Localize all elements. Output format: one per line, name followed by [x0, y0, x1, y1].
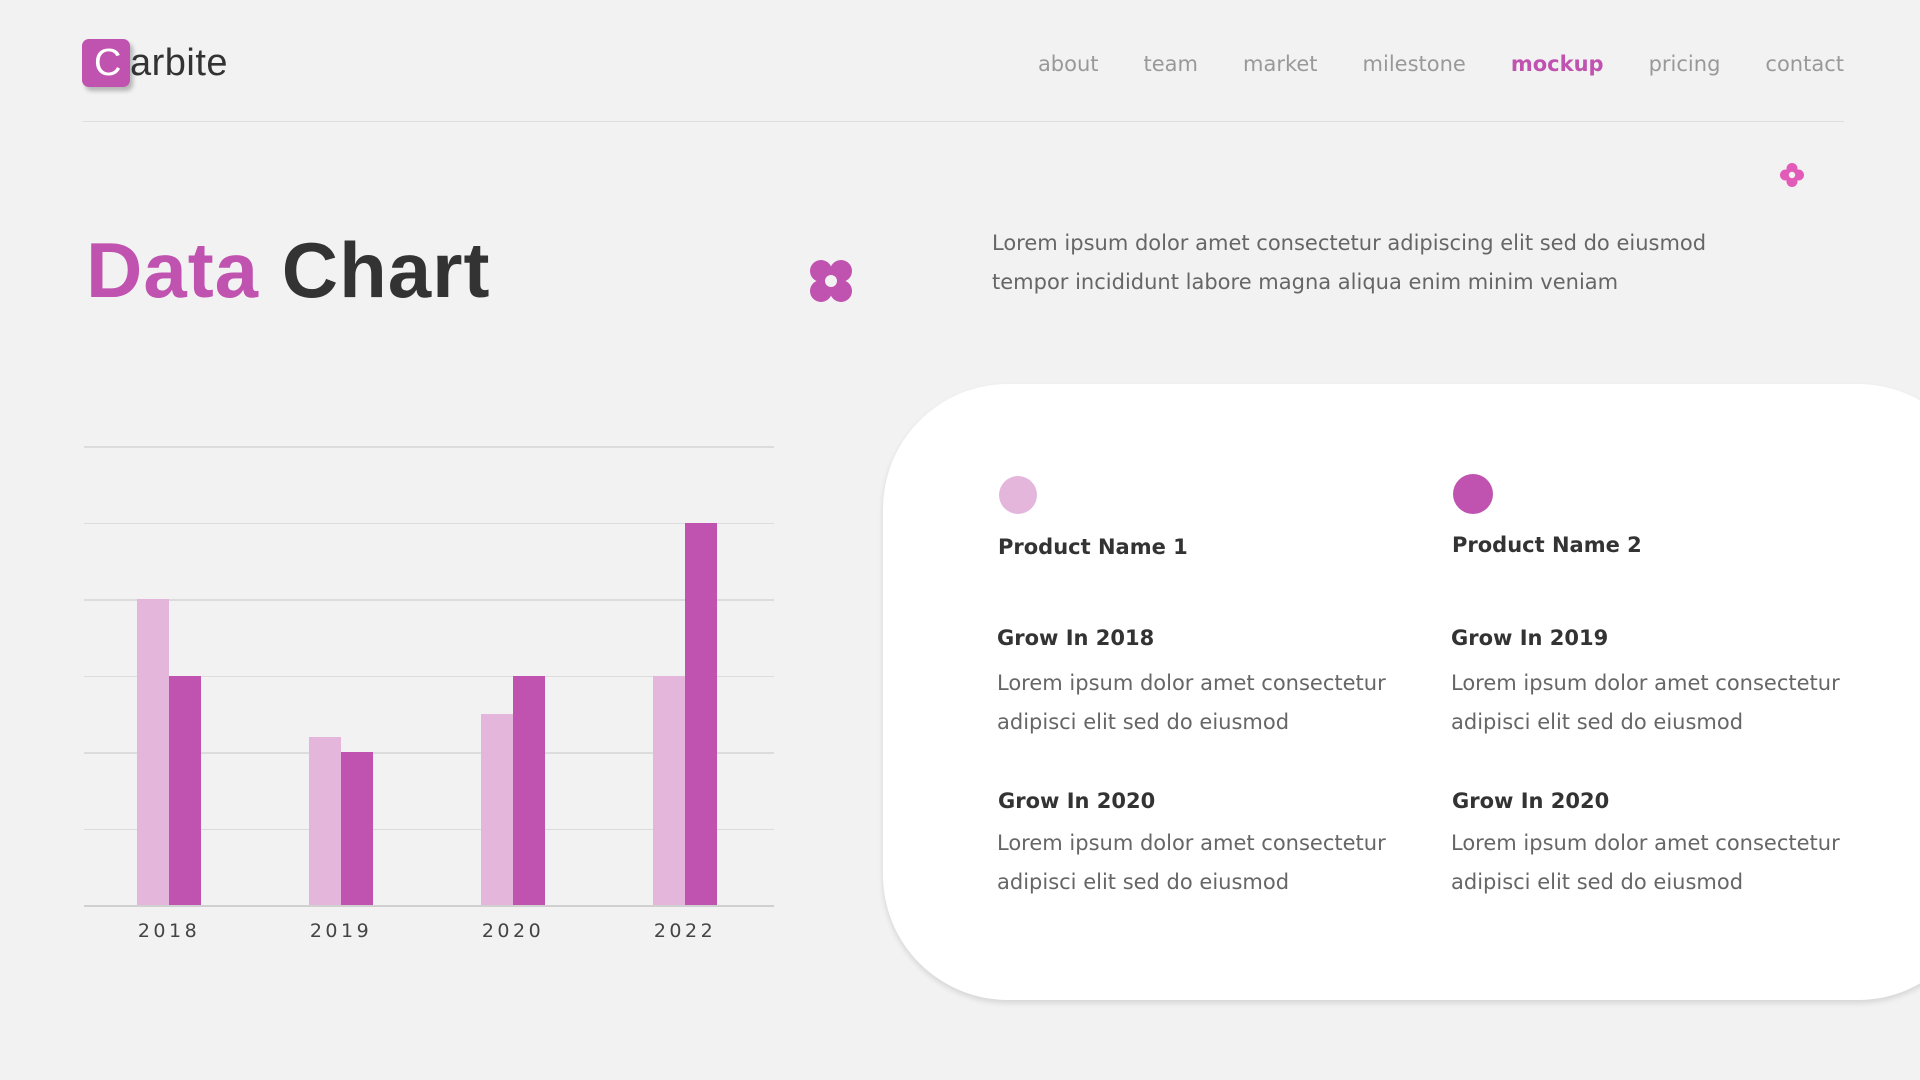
chart-gridline [84, 752, 774, 754]
nav-market[interactable]: market [1243, 52, 1318, 76]
grow-text: Lorem ipsum dolor amet consectetur adipi… [1451, 664, 1871, 742]
bar-2019-series-1[interactable] [309, 736, 341, 905]
x-axis-label: 2019 [309, 920, 373, 942]
chart-gridline [84, 828, 774, 830]
logo-text: arbite [130, 41, 229, 84]
grow-text: Lorem ipsum dolor amet consectetur adipi… [997, 824, 1417, 902]
legend-label-product-1: Product Name 1 [998, 535, 1188, 559]
nav-milestone[interactable]: milestone [1362, 52, 1466, 76]
chart-gridline [84, 599, 774, 601]
grow-title: Grow In 2019 [1451, 626, 1609, 650]
nav-team[interactable]: team [1143, 52, 1199, 76]
page-title: Data Chart [86, 225, 490, 316]
x-axis-label: 2020 [481, 920, 545, 942]
intro-text: Lorem ipsum dolor amet consectetur adipi… [992, 224, 1752, 302]
grow-title: Grow In 2020 [998, 789, 1156, 813]
bar-2020-series-2[interactable] [513, 675, 545, 905]
grow-text-line: Lorem ipsum dolor amet consectetur [1451, 831, 1840, 855]
flower-icon [810, 260, 852, 302]
bar-2018-series-1[interactable] [137, 599, 169, 905]
logo[interactable]: C arbite [82, 38, 228, 88]
intro-line-1: Lorem ipsum dolor amet consectetur adipi… [992, 231, 1707, 255]
grow-title: Grow In 2018 [997, 626, 1155, 650]
bar-2022-series-1[interactable] [653, 675, 685, 905]
grow-text-line: adipisci elit sed do eiusmod [997, 710, 1290, 734]
intro-line-2: tempor incididunt labore magna aliqua en… [992, 270, 1619, 294]
grow-text: Lorem ipsum dolor amet consectetur adipi… [1451, 824, 1871, 902]
bar-2022-series-2[interactable] [685, 522, 717, 905]
grow-text-line: Lorem ipsum dolor amet consectetur [1451, 671, 1840, 695]
legend-dot-product-2 [1453, 474, 1493, 514]
header: C arbite about team market milestone moc… [82, 0, 1844, 122]
bar-2019-series-2[interactable] [341, 752, 373, 905]
info-card: Product Name 1 Product Name 2 Grow In 20… [883, 384, 1920, 1000]
legend-label-product-2: Product Name 2 [1452, 533, 1642, 557]
grow-text: Lorem ipsum dolor amet consectetur adipi… [997, 664, 1417, 742]
x-axis-label: 2022 [653, 920, 717, 942]
legend-dot-product-1 [999, 476, 1037, 514]
grow-text-line: adipisci elit sed do eiusmod [997, 870, 1290, 894]
flower-icon [1780, 163, 1804, 187]
title-accent: Data [86, 226, 260, 314]
nav-mockup[interactable]: mockup [1510, 52, 1604, 76]
nav-contact[interactable]: contact [1765, 52, 1844, 76]
x-axis-label: 2018 [137, 920, 201, 942]
nav-about[interactable]: about [1037, 52, 1099, 76]
chart-gridline [84, 675, 774, 677]
grow-text-line: Lorem ipsum dolor amet consectetur [997, 831, 1386, 855]
grow-text-line: adipisci elit sed do eiusmod [1451, 710, 1744, 734]
chart-gridline [84, 446, 774, 448]
grow-text-line: adipisci elit sed do eiusmod [1451, 870, 1744, 894]
chart-baseline [84, 905, 774, 907]
grow-title: Grow In 2020 [1452, 789, 1610, 813]
bar-2018-series-2[interactable] [169, 675, 201, 905]
logo-mark: C [82, 39, 130, 87]
main-nav: about team market milestone mockup prici… [993, 52, 1844, 76]
chart-gridline [84, 522, 774, 524]
bar-chart: 2018 2019 2020 2022 [84, 446, 774, 942]
title-rest: Chart [281, 226, 491, 314]
grow-text-line: Lorem ipsum dolor amet consectetur [997, 671, 1386, 695]
bar-2020-series-1[interactable] [481, 713, 513, 905]
nav-pricing[interactable]: pricing [1648, 52, 1721, 76]
